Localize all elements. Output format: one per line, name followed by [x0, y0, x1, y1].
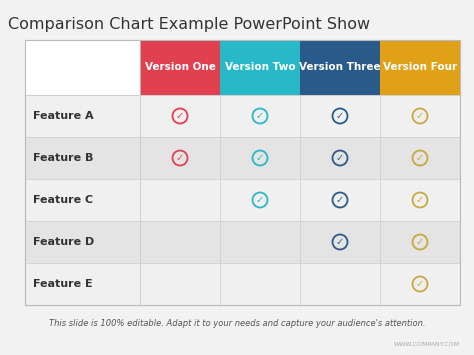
Text: ✓: ✓ — [176, 153, 184, 164]
Text: Comparison Chart Example PowerPoint Show: Comparison Chart Example PowerPoint Show — [8, 17, 370, 32]
Text: Feature E: Feature E — [33, 279, 92, 289]
Text: ✓: ✓ — [416, 237, 424, 247]
FancyBboxPatch shape — [25, 179, 460, 221]
FancyBboxPatch shape — [25, 137, 460, 179]
Text: ✓: ✓ — [256, 153, 264, 164]
Text: Version Two: Version Two — [225, 62, 295, 72]
Text: ✓: ✓ — [176, 111, 184, 121]
FancyBboxPatch shape — [25, 40, 460, 305]
FancyBboxPatch shape — [25, 263, 460, 305]
Text: ✓: ✓ — [256, 196, 264, 206]
Text: Feature A: Feature A — [33, 111, 94, 121]
FancyBboxPatch shape — [220, 40, 300, 95]
Text: ✓: ✓ — [336, 153, 344, 164]
Text: ✓: ✓ — [416, 111, 424, 121]
FancyBboxPatch shape — [25, 95, 460, 137]
Text: ✓: ✓ — [416, 153, 424, 164]
FancyBboxPatch shape — [300, 40, 380, 95]
Text: Version One: Version One — [145, 62, 216, 72]
Text: Feature B: Feature B — [33, 153, 93, 163]
Text: Feature D: Feature D — [33, 237, 94, 247]
Text: This slide is 100% editable. Adapt it to your needs and capture your audience's : This slide is 100% editable. Adapt it to… — [49, 318, 425, 328]
Text: ✓: ✓ — [336, 111, 344, 121]
FancyBboxPatch shape — [380, 40, 460, 95]
FancyBboxPatch shape — [140, 40, 220, 95]
FancyBboxPatch shape — [25, 40, 140, 95]
Text: ✓: ✓ — [256, 111, 264, 121]
Text: Version Four: Version Four — [383, 62, 457, 72]
Text: ✓: ✓ — [336, 196, 344, 206]
FancyBboxPatch shape — [25, 221, 460, 263]
Text: Feature C: Feature C — [33, 195, 93, 205]
Text: ✓: ✓ — [336, 237, 344, 247]
Text: WWW.COMPANY.COM: WWW.COMPANY.COM — [394, 342, 460, 347]
Text: ✓: ✓ — [416, 279, 424, 289]
Text: ✓: ✓ — [416, 196, 424, 206]
Text: Version Three: Version Three — [299, 62, 381, 72]
